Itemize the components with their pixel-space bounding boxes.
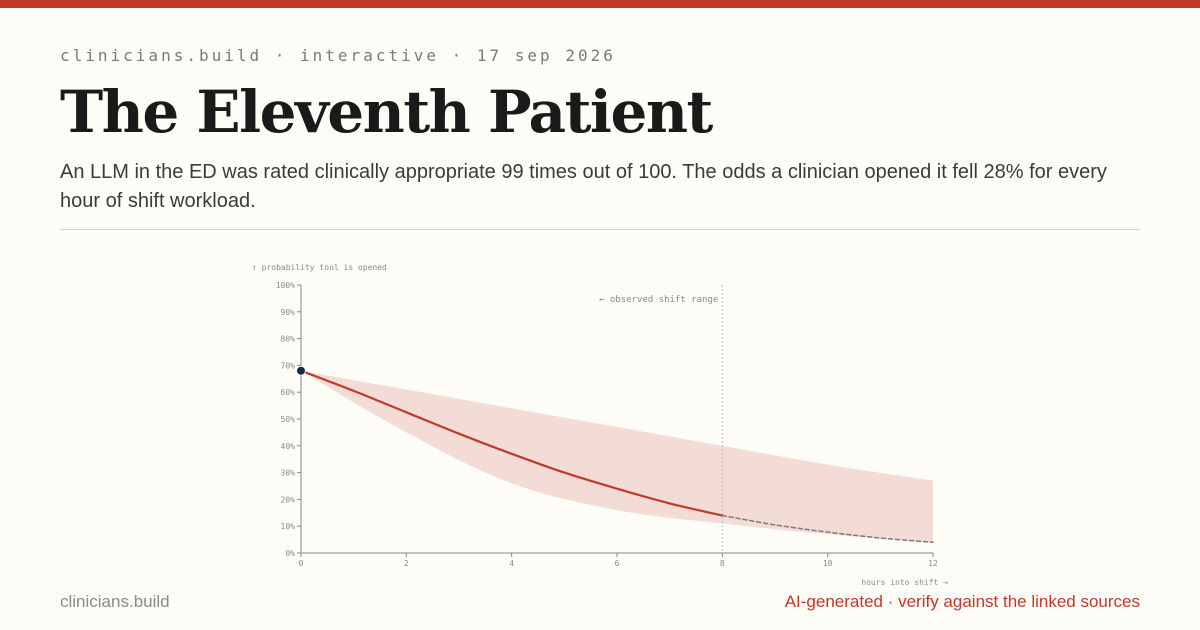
y-axis-title: ↑ probability tool is opened (252, 263, 387, 272)
footer-site: clinicians.build (60, 592, 170, 611)
header-divider (60, 229, 1140, 230)
y-tick-label: 50% (281, 415, 296, 424)
start-point-marker (296, 365, 306, 376)
top-accent-bar (0, 0, 1200, 8)
page-title: The Eleventh Patient (60, 78, 713, 146)
y-tick-label: 40% (281, 442, 296, 451)
y-tick-label: 10% (281, 522, 296, 531)
y-tick-label: 90% (281, 308, 296, 317)
observed-range-label: ← observed shift range (599, 295, 718, 305)
x-axis-title: hours into shift → (861, 578, 948, 587)
x-tick-label: 12 (928, 559, 938, 568)
observed-line (299, 369, 724, 517)
confidence-band (301, 370, 933, 543)
y-tick-label: 20% (281, 495, 296, 504)
y-tick-label: 0% (285, 549, 295, 558)
extrapolated-line (721, 514, 934, 544)
y-tick-label: 100% (276, 281, 295, 290)
article-meta: clinicians.build · interactive · 17 sep … (60, 46, 616, 65)
y-tick-label: 70% (281, 361, 296, 370)
footer-disclaimer: AI-generated · verify against the linked… (784, 592, 1140, 611)
y-tick-label: 30% (281, 469, 296, 478)
page-subtitle: An LLM in the ED was rated clinically ap… (60, 161, 1107, 212)
x-tick-label: 0 (299, 559, 304, 568)
x-tick-label: 10 (823, 559, 833, 568)
y-tick-label: 60% (281, 388, 296, 397)
x-tick-label: 8 (720, 559, 725, 568)
y-tick-label: 80% (281, 335, 296, 344)
x-tick-label: 2 (404, 559, 409, 568)
x-tick-label: 6 (615, 559, 620, 568)
x-tick-label: 4 (509, 559, 514, 568)
